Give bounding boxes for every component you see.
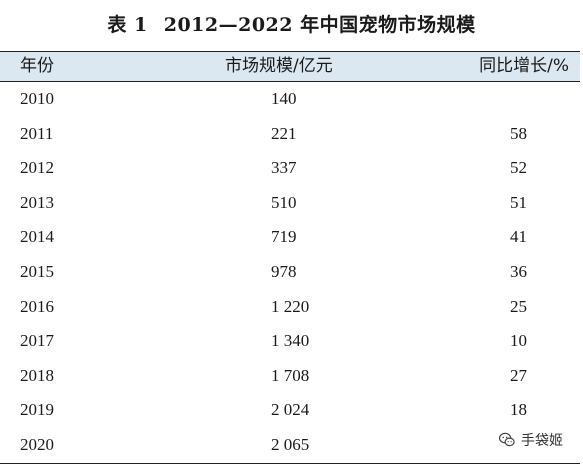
cell-market-size: 1 340	[271, 331, 310, 351]
cell-year: 2016	[20, 296, 54, 316]
cell-market-size: 140	[271, 89, 297, 108]
table-row: 2017 1 340 10	[0, 324, 580, 359]
watermark: 手袋姬	[494, 428, 567, 452]
cell-market-size: 2 024	[271, 400, 310, 420]
table-bottom-rule	[0, 462, 580, 464]
table-title: 表 1 2012—2022 年中国宠物市场规模	[0, 10, 583, 37]
header-year: 年份	[20, 56, 54, 76]
cell-growth: 18	[510, 400, 527, 420]
header-growth: 同比增长/%	[479, 56, 569, 76]
cell-year: 2011	[20, 123, 54, 143]
table-row: 2015 978 36	[0, 255, 580, 290]
cell-year: 2013	[20, 192, 54, 212]
table-number: 表 1	[107, 14, 148, 36]
table-header: 年份 市场规模/亿元 同比增长/%	[0, 51, 580, 82]
table-row: 2014 719 41	[0, 220, 580, 255]
table-row: 2010 140	[0, 82, 580, 117]
table-row: 2012 337 52	[0, 151, 580, 186]
cell-growth: 51	[510, 192, 527, 212]
cell-year: 2010	[20, 89, 54, 108]
table-row: 2016 1 220 25	[0, 290, 580, 325]
table-row: 2011 221 58	[0, 117, 580, 152]
table-row: 2013 510 51	[0, 186, 580, 221]
table-row: 2020 2 065	[0, 428, 580, 463]
market-size-table: 年份 市场规模/亿元 同比增长/% 2010 140 2011 221 58 2…	[0, 51, 580, 464]
cell-year: 2012	[20, 158, 54, 178]
cell-growth: 10	[510, 331, 527, 351]
cell-growth: 41	[510, 227, 527, 247]
cell-market-size: 1 220	[271, 296, 310, 316]
cell-market-size: 337	[271, 158, 297, 178]
cell-growth: 25	[510, 296, 527, 316]
cell-market-size: 1 708	[271, 365, 310, 385]
table-row: 2019 2 024 18	[0, 393, 580, 428]
wechat-icon	[498, 432, 515, 447]
table-title-text: 2012—2022 年中国宠物市场规模	[163, 14, 476, 36]
cell-year: 2018	[20, 365, 54, 385]
cell-market-size: 719	[271, 227, 297, 247]
cell-year: 2019	[20, 400, 54, 420]
cell-market-size: 2 065	[271, 434, 310, 454]
cell-growth: 36	[510, 261, 527, 281]
header-market-size: 市场规模/亿元	[225, 56, 333, 76]
cell-growth: 27	[510, 365, 527, 385]
cell-year: 2015	[20, 261, 54, 281]
cell-market-size: 221	[271, 123, 297, 143]
cell-year: 2017	[20, 331, 54, 351]
cell-year: 2020	[20, 434, 54, 454]
cell-year: 2014	[20, 227, 54, 247]
cell-growth: 58	[510, 123, 527, 143]
table-row: 2018 1 708 27	[0, 359, 580, 394]
cell-market-size: 510	[271, 192, 297, 212]
cell-growth: 52	[510, 158, 527, 178]
cell-market-size: 978	[271, 261, 297, 281]
watermark-text: 手袋姬	[521, 433, 563, 449]
